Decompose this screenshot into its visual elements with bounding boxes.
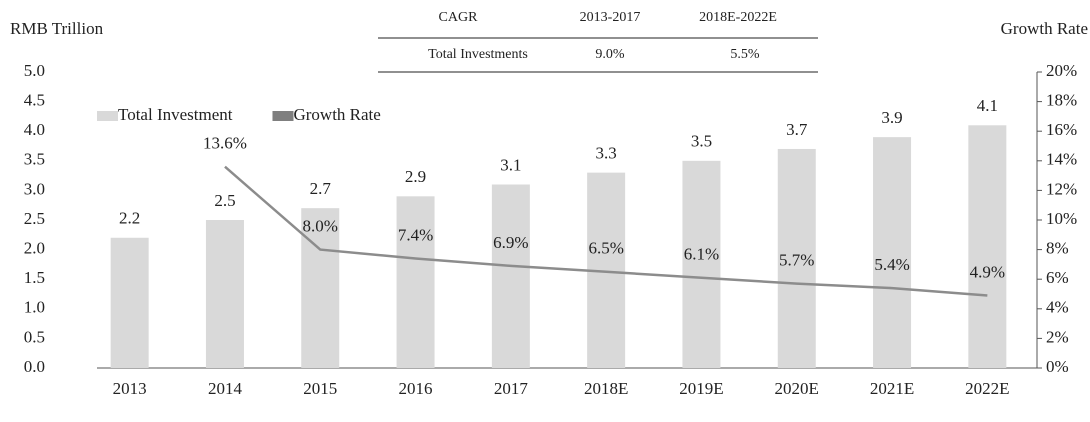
- x-tick-label: 2016: [399, 379, 433, 398]
- table-header: CAGR: [439, 10, 479, 25]
- table-header: 2013-2017: [580, 10, 641, 25]
- y2-axis-label: Growth Rate: [1001, 19, 1088, 38]
- bar: [777, 148, 816, 368]
- x-tick-label: 2017: [494, 379, 529, 398]
- line-label: 5.4%: [874, 255, 909, 274]
- bar-label: 4.1: [977, 96, 998, 115]
- y-tick-label: 4.5: [24, 91, 45, 110]
- legend-label: Total Investment: [118, 105, 233, 124]
- y2-tick-label: 2%: [1046, 327, 1069, 346]
- y2-tick-label: 12%: [1046, 179, 1077, 198]
- y2-tick-label: 4%: [1046, 298, 1069, 317]
- bar-label: 3.7: [786, 120, 808, 139]
- x-tick-label: 2019E: [679, 379, 723, 398]
- x-tick-label: 2013: [113, 379, 147, 398]
- bar-label: 3.5: [691, 132, 712, 151]
- bar: [873, 137, 912, 368]
- bar-label: 2.2: [119, 209, 140, 228]
- line-label: 7.4%: [398, 225, 433, 244]
- bar: [301, 208, 340, 368]
- x-tick-label: 2021E: [870, 379, 914, 398]
- bar-label: 3.3: [596, 144, 617, 163]
- y-tick-label: 3.0: [24, 179, 45, 198]
- line-label: 5.7%: [779, 251, 814, 270]
- y-tick-label: 2.0: [24, 239, 45, 258]
- y-tick-label: 0.5: [24, 327, 45, 346]
- line-label: 6.9%: [493, 233, 528, 252]
- line-label: 6.1%: [684, 245, 719, 264]
- y2-tick-label: 6%: [1046, 268, 1069, 287]
- y2-tick-label: 14%: [1046, 150, 1077, 169]
- x-tick-label: 2015: [303, 379, 337, 398]
- line-label: 6.5%: [588, 239, 623, 258]
- y-axis-label: RMB Trillion: [10, 19, 104, 38]
- bar-label: 3.9: [881, 108, 902, 127]
- legend-swatch: [97, 111, 118, 121]
- legend-label: Growth Rate: [293, 105, 380, 124]
- y-tick-label: 4.0: [24, 120, 45, 139]
- bar-label: 2.5: [214, 191, 235, 210]
- bar: [968, 125, 1007, 368]
- y-tick-label: 3.5: [24, 150, 45, 169]
- y2-tick-label: 0%: [1046, 357, 1069, 376]
- y-tick-label: 1.5: [24, 268, 45, 287]
- y2-tick-label: 20%: [1046, 61, 1077, 80]
- x-tick-label: 2020E: [775, 379, 819, 398]
- y-tick-label: 1.0: [24, 298, 45, 317]
- x-tick-label: 2018E: [584, 379, 628, 398]
- y2-tick-label: 18%: [1046, 91, 1077, 110]
- bar-label: 2.7: [310, 179, 332, 198]
- x-tick-label: 2022E: [965, 379, 1009, 398]
- bar: [491, 184, 530, 368]
- bar: [110, 237, 149, 368]
- bar-label: 3.1: [500, 155, 521, 174]
- y2-tick-label: 16%: [1046, 120, 1077, 139]
- x-tick-label: 2014: [208, 379, 243, 398]
- table-cell: Total Investments: [428, 47, 528, 62]
- y-tick-label: 5.0: [24, 61, 45, 80]
- y2-tick-label: 8%: [1046, 239, 1069, 258]
- bar: [682, 160, 721, 368]
- line-label: 8.0%: [303, 217, 338, 236]
- table-cell: 9.0%: [595, 47, 625, 62]
- line: [224, 165, 988, 297]
- y2-tick-label: 10%: [1046, 209, 1077, 228]
- table-header: 2018E-2022E: [699, 10, 777, 25]
- line-label: 13.6%: [203, 134, 247, 153]
- y-tick-label: 0.0: [24, 357, 45, 376]
- bar-label: 2.9: [405, 167, 426, 186]
- bar: [205, 220, 244, 368]
- bar: [396, 196, 435, 368]
- legend-swatch: [272, 111, 294, 121]
- table-cell: 5.5%: [730, 47, 760, 62]
- line-label: 4.9%: [970, 262, 1005, 281]
- y-tick-label: 2.5: [24, 209, 45, 228]
